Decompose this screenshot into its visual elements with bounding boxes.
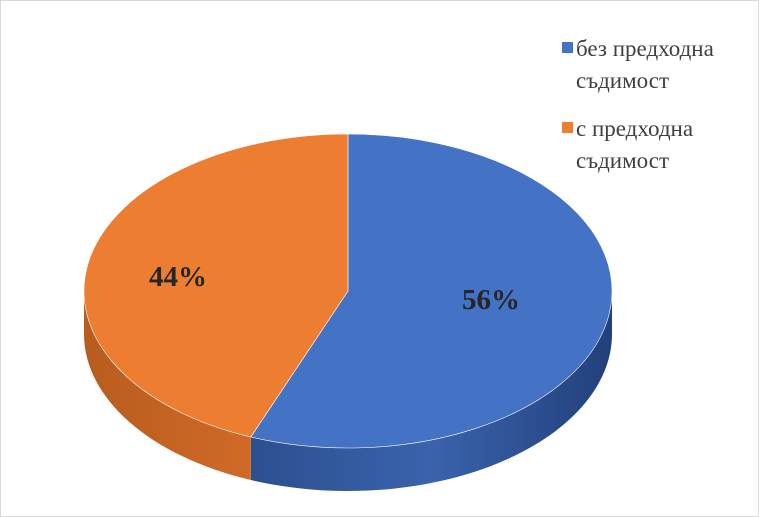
pie-slice-0	[250, 133, 613, 449]
pie-side-0	[250, 291, 612, 491]
legend-label-1-line-2: съдимост	[576, 148, 669, 173]
legend-swatch-1	[562, 122, 573, 133]
pie-slice-1	[83, 133, 349, 438]
pie-layer	[83, 133, 613, 491]
pie-side-1	[84, 291, 251, 480]
legend-label-0-line-2: съдимост	[576, 68, 669, 93]
legend-label-1-line-1: с предходна	[576, 116, 693, 141]
legend-swatch-0	[562, 42, 573, 53]
legend-label-0-line-1: без предходна	[576, 36, 714, 61]
slice-label-0: 56%	[462, 284, 520, 316]
slice-label-1: 44%	[149, 261, 207, 293]
legend: без предходна съдимост с предходна съдим…	[562, 36, 714, 173]
